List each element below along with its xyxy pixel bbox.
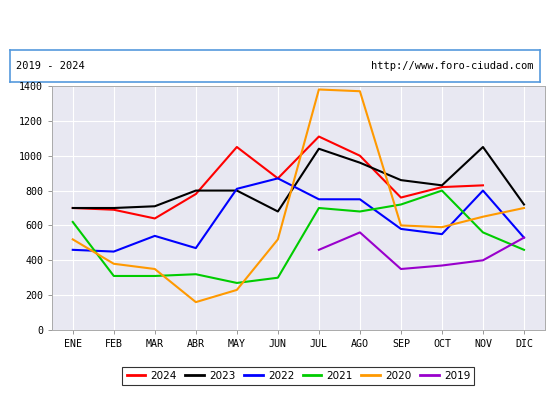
Text: Evolucion Nº Turistas Nacionales en el municipio de Bohonal de Ibor: Evolucion Nº Turistas Nacionales en el m… xyxy=(24,18,526,30)
Text: 2019 - 2024: 2019 - 2024 xyxy=(16,61,85,71)
Text: http://www.foro-ciudad.com: http://www.foro-ciudad.com xyxy=(371,61,534,71)
Legend: 2024, 2023, 2022, 2021, 2020, 2019: 2024, 2023, 2022, 2021, 2020, 2019 xyxy=(123,367,474,385)
